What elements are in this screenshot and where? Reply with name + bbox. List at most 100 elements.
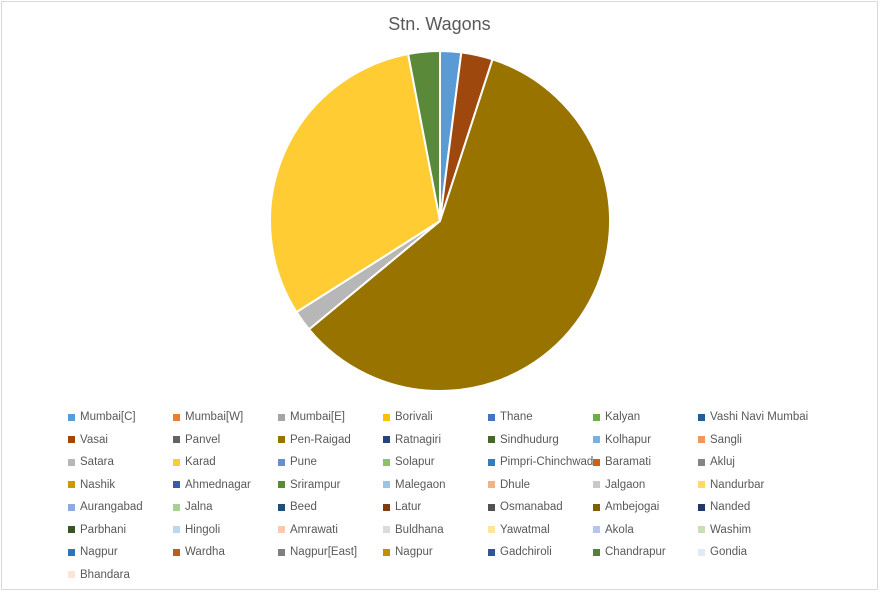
- legend-item: Vashi Navi Mumbai: [698, 406, 808, 429]
- legend-item: Dhule: [488, 474, 593, 497]
- legend-swatch: [593, 481, 600, 489]
- legend-label: Osmanabad: [500, 501, 563, 514]
- legend-swatch: [488, 526, 495, 534]
- legend-swatch: [698, 436, 705, 444]
- pie-slice-srirampur: [406, 49, 441, 222]
- legend-label: Nagpur: [395, 546, 433, 559]
- legend-label: Mumbai[E]: [290, 411, 345, 424]
- legend-label: Pen-Raigad: [290, 433, 351, 446]
- legend-label: Beed: [290, 501, 317, 514]
- pie-chart: [269, 49, 611, 392]
- legend-item: Ambejogai: [593, 496, 698, 519]
- legend-item: Srirampur: [278, 474, 383, 497]
- chart-title: Stn. Wagons: [388, 14, 491, 34]
- legend-item: Mumbai[C]: [68, 406, 173, 429]
- legend-swatch: [68, 571, 75, 579]
- legend-item: Ahmednagar: [173, 474, 278, 497]
- legend-swatch: [593, 458, 600, 466]
- legend-label: Ambejogai: [605, 501, 660, 514]
- legend-swatch: [698, 548, 705, 556]
- legend-item: Nagpur: [383, 541, 488, 564]
- legend-swatch: [593, 503, 600, 511]
- legend-swatch: [383, 548, 390, 556]
- legend-label: Mumbai[W]: [185, 411, 244, 424]
- legend-item: Sangli: [698, 429, 803, 452]
- legend-label: Gadchiroli: [500, 546, 552, 559]
- legend-swatch: [278, 503, 285, 511]
- legend-item: Satara: [68, 451, 173, 474]
- legend-label: Solapur: [395, 456, 435, 469]
- legend-swatch: [278, 481, 285, 489]
- legend-swatch: [698, 413, 705, 421]
- legend: Mumbai[C] Mumbai[W] Mumbai[E] Borivali Thane…: [68, 406, 868, 586]
- pie-slice-pen-raigad: [307, 58, 611, 392]
- legend-swatch: [383, 413, 390, 421]
- legend-label: Ahmednagar: [185, 478, 251, 491]
- legend-label: Akluj: [710, 456, 735, 469]
- legend-item: Gadchiroli: [488, 541, 593, 564]
- legend-swatch: [593, 548, 600, 556]
- legend-label: Baramati: [605, 456, 652, 469]
- legend-item: Sindhudurg: [488, 429, 593, 452]
- legend-item: Aurangabad: [68, 496, 173, 519]
- legend-label: Panvel: [185, 433, 221, 446]
- legend-swatch: [488, 436, 495, 444]
- legend-label: Karad: [185, 456, 216, 469]
- legend-label: Akola: [605, 523, 634, 536]
- legend-swatch: [173, 548, 180, 556]
- legend-label: Gondia: [710, 546, 748, 559]
- legend-label: Pune: [290, 456, 317, 469]
- legend-item: Beed: [278, 496, 383, 519]
- legend-item: Pen-Raigad: [278, 429, 383, 452]
- legend-label: Nanded: [710, 501, 751, 514]
- legend-label: Thane: [500, 411, 533, 424]
- legend-item: Pune: [278, 451, 383, 474]
- legend-swatch: [698, 481, 705, 489]
- legend-swatch: [68, 548, 75, 556]
- legend-swatch: [68, 526, 75, 534]
- legend-swatch: [698, 503, 705, 511]
- legend-label: Washim: [710, 523, 752, 536]
- legend-label: Sindhudurg: [500, 433, 559, 446]
- pie-slice-karad: [269, 52, 442, 314]
- legend-swatch: [173, 458, 180, 466]
- legend-label: Mumbai[C]: [80, 411, 136, 424]
- legend-item: Panvel: [173, 429, 278, 452]
- legend-item: Mumbai[E]: [278, 406, 383, 429]
- legend-item: Nagpur[East]: [278, 541, 383, 564]
- legend-swatch: [68, 436, 75, 444]
- legend-label: Ratnagiri: [395, 433, 442, 446]
- legend-swatch: [593, 526, 600, 534]
- legend-label: Malegaon: [395, 478, 446, 491]
- legend-item: Akluj: [698, 451, 803, 474]
- legend-label: Srirampur: [290, 478, 341, 491]
- legend-label: Jalgaon: [605, 478, 646, 491]
- legend-item: Wardha: [173, 541, 278, 564]
- legend-swatch: [173, 436, 180, 444]
- legend-swatch: [383, 526, 390, 534]
- legend-item: Nanded: [698, 496, 803, 519]
- legend-label: Borivali: [395, 411, 433, 424]
- legend-item: Gondia: [698, 541, 803, 564]
- legend-swatch: [278, 526, 285, 534]
- legend-label: Kalyan: [605, 411, 641, 424]
- legend-item: Amrawati: [278, 519, 383, 542]
- legend-swatch: [278, 548, 285, 556]
- legend-swatch: [173, 503, 180, 511]
- legend-swatch: [383, 503, 390, 511]
- legend-label: Latur: [395, 501, 422, 514]
- legend-item: Nandurbar: [698, 474, 803, 497]
- legend-label: Vashi Navi Mumbai: [710, 411, 809, 424]
- legend-item: Baramati: [593, 451, 698, 474]
- legend-item: Washim: [698, 519, 803, 542]
- legend-swatch: [698, 526, 705, 534]
- legend-label: Nandurbar: [710, 478, 765, 491]
- legend-swatch: [698, 458, 705, 466]
- legend-item: Vasai: [68, 429, 173, 452]
- legend-swatch: [68, 481, 75, 489]
- legend-swatch: [278, 413, 285, 421]
- legend-item: Nagpur: [68, 541, 173, 564]
- legend-label: Kolhapur: [605, 433, 652, 446]
- legend-item: Malegaon: [383, 474, 488, 497]
- legend-swatch: [488, 548, 495, 556]
